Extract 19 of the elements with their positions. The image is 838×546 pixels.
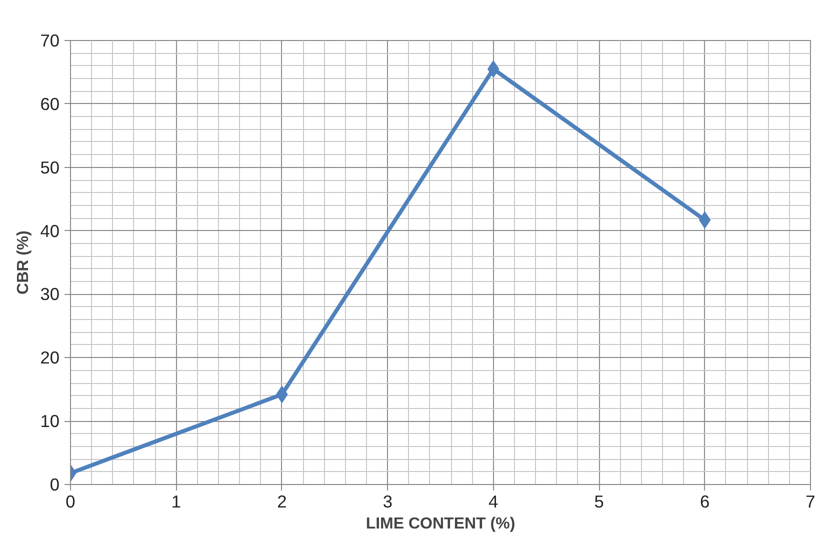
x-tick-label: 7 — [806, 492, 816, 512]
x-tick-label: 0 — [66, 492, 76, 512]
y-axis-title: CBR (%) — [15, 230, 32, 294]
x-axis-title: LIME CONTENT (%) — [366, 516, 516, 532]
y-tick-label: 10 — [40, 411, 60, 432]
x-tick-label: 5 — [594, 492, 604, 512]
x-tick-label: 2 — [277, 492, 287, 512]
y-tick-label: 0 — [50, 474, 60, 494]
y-tick-label: 60 — [40, 94, 60, 114]
point — [698, 212, 711, 229]
y-tick-label: 40 — [40, 220, 60, 241]
y-tick-label: 50 — [40, 157, 60, 178]
x-tick-label: 6 — [700, 492, 710, 512]
x-tick-label: 1 — [171, 492, 182, 512]
y-tick-label: 30 — [40, 284, 60, 304]
y-tick-label: 70 — [40, 30, 60, 50]
x-tick-label: 3 — [382, 492, 392, 512]
x-tick-label: 4 — [488, 492, 499, 512]
y-tick-label: 20 — [40, 348, 60, 368]
